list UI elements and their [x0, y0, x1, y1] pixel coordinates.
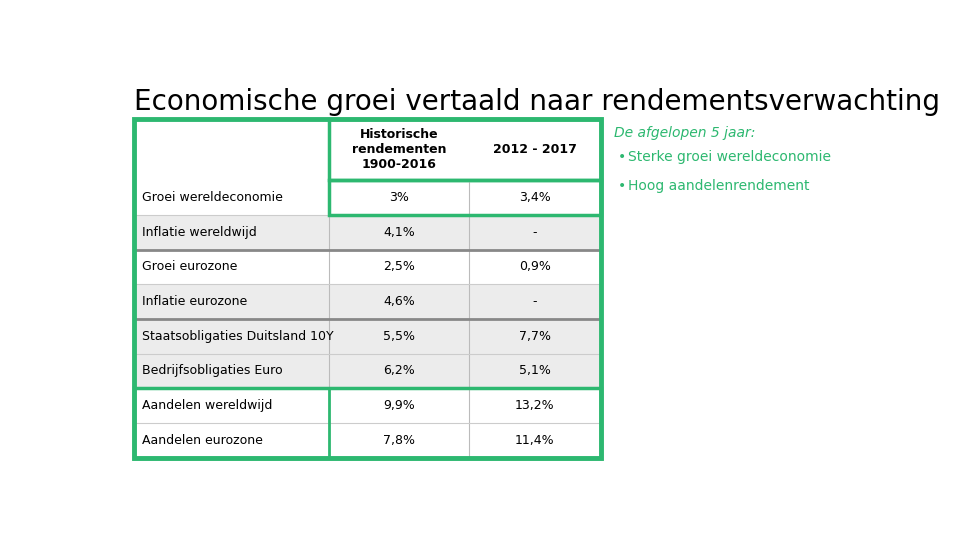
Text: •: • [618, 150, 627, 164]
Text: 11,4%: 11,4% [515, 434, 555, 447]
Text: •: • [618, 179, 627, 193]
Bar [134, 388, 601, 423]
Text: Groei eurozone: Groei eurozone [142, 260, 237, 273]
Text: 7,8%: 7,8% [383, 434, 415, 447]
Text: Inflatie eurozone: Inflatie eurozone [142, 295, 247, 308]
Bar [134, 119, 601, 180]
Text: Historische
rendementen
1900-2016: Historische rendementen 1900-2016 [351, 128, 446, 171]
Bar [134, 180, 601, 215]
Bar [134, 284, 601, 319]
Bar [134, 319, 601, 354]
Bar [134, 119, 601, 457]
Bar [329, 388, 601, 457]
Bar [134, 354, 601, 388]
Text: Economische groei vertaald naar rendementsverwachting: Economische groei vertaald naar rendemen… [134, 88, 940, 116]
Text: Aandelen eurozone: Aandelen eurozone [142, 434, 263, 447]
Text: 5,5%: 5,5% [383, 330, 415, 343]
Text: 3%: 3% [389, 191, 409, 204]
Text: Aandelen wereldwijd: Aandelen wereldwijd [142, 399, 272, 412]
Text: Inflatie wereldwijd: Inflatie wereldwijd [142, 226, 256, 239]
Bar [134, 423, 601, 457]
Text: De afgelopen 5 jaar:: De afgelopen 5 jaar: [614, 126, 756, 140]
Bar [329, 119, 601, 180]
Text: 9,9%: 9,9% [383, 399, 415, 412]
Text: -: - [533, 295, 537, 308]
Text: 0,9%: 0,9% [518, 260, 551, 273]
Text: 6,2%: 6,2% [383, 364, 415, 377]
Text: 7,7%: 7,7% [518, 330, 551, 343]
Text: -: - [533, 226, 537, 239]
Text: 2012 - 2017: 2012 - 2017 [492, 143, 577, 156]
Text: 2,5%: 2,5% [383, 260, 415, 273]
Text: 13,2%: 13,2% [515, 399, 555, 412]
Bar [134, 388, 601, 457]
Text: Bedrijfsobligaties Euro: Bedrijfsobligaties Euro [142, 364, 282, 377]
Text: Groei wereldeconomie: Groei wereldeconomie [142, 191, 282, 204]
Text: Staatsobligaties Duitsland 10Y: Staatsobligaties Duitsland 10Y [142, 330, 333, 343]
Bar [329, 180, 601, 215]
Text: 4,1%: 4,1% [383, 226, 415, 239]
Text: 3,4%: 3,4% [518, 191, 550, 204]
Text: Hoog aandelenrendement: Hoog aandelenrendement [629, 179, 810, 193]
Text: 4,6%: 4,6% [383, 295, 415, 308]
Bar [134, 249, 601, 284]
Text: Sterke groei wereldeconomie: Sterke groei wereldeconomie [629, 150, 831, 164]
Text: 5,1%: 5,1% [518, 364, 551, 377]
Bar [134, 215, 601, 249]
